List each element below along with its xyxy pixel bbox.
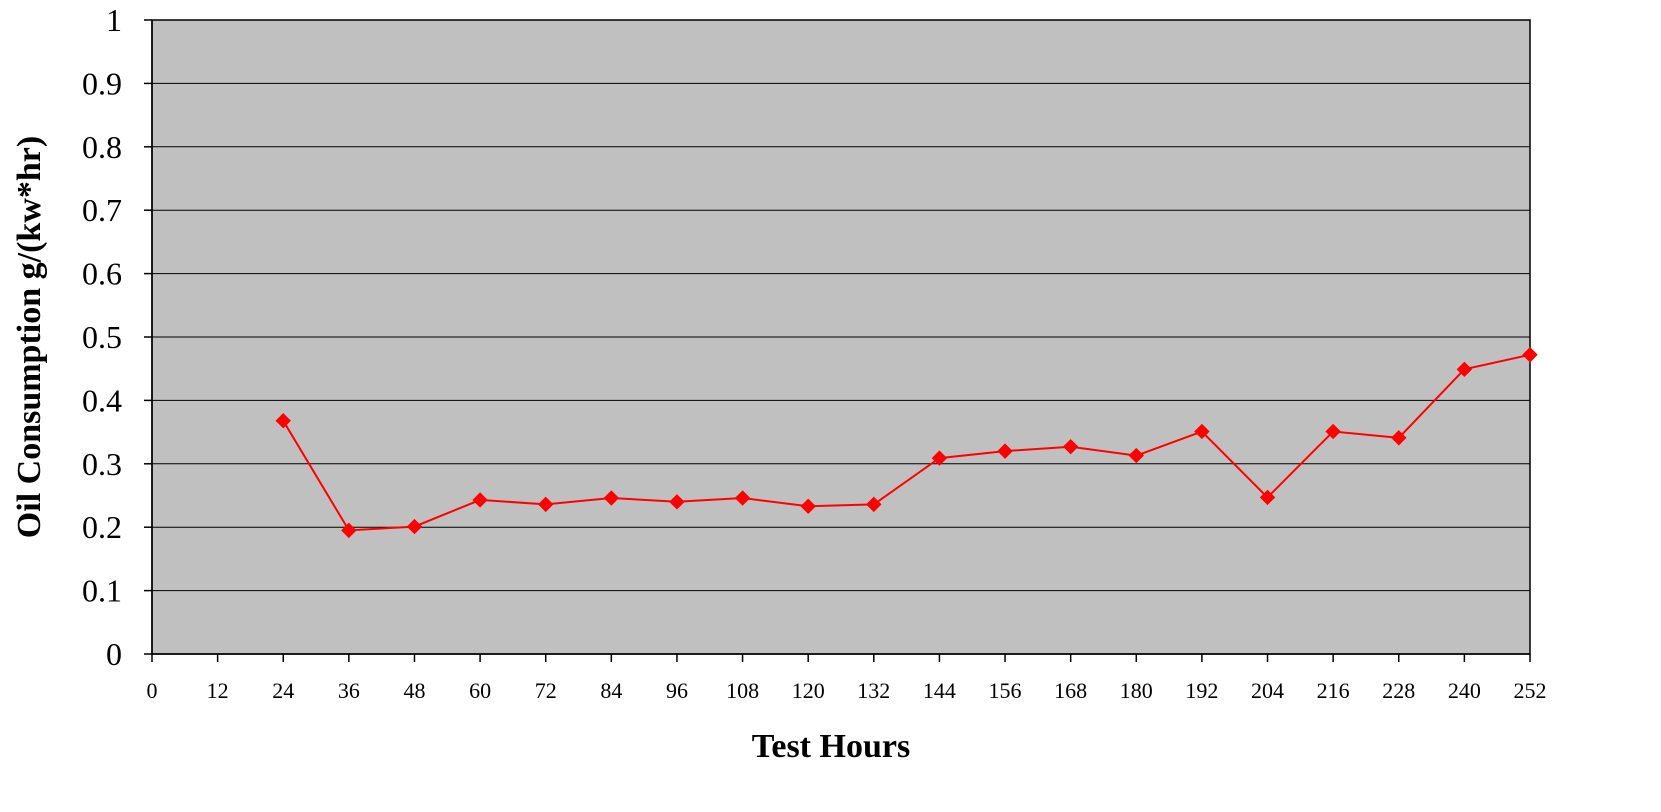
data-point-marker xyxy=(1259,489,1276,506)
x-tick-label: 204 xyxy=(1251,678,1284,703)
y-tick-label: 0 xyxy=(106,636,122,672)
data-point-marker xyxy=(275,412,291,429)
data-point-marker xyxy=(341,522,357,539)
x-tick-label: 48 xyxy=(403,678,425,703)
x-tick-label: 12 xyxy=(207,678,229,703)
data-point-marker xyxy=(734,490,751,506)
x-tick-label: 228 xyxy=(1382,678,1415,703)
x-tick-label: 108 xyxy=(726,678,759,703)
y-axis-title: Oil Consumption g/(kw*hr) xyxy=(11,136,48,538)
x-tick-label: 240 xyxy=(1448,678,1481,703)
data-point-marker xyxy=(538,496,554,513)
x-tick-label: 120 xyxy=(792,678,825,703)
data-point-marker xyxy=(1456,361,1473,378)
y-tick-label: 0.3 xyxy=(82,446,122,482)
x-tick-label: 60 xyxy=(469,678,491,703)
x-tick-label: 132 xyxy=(857,678,890,703)
data-point-marker xyxy=(406,518,423,535)
data-point-marker xyxy=(800,498,816,514)
x-tick-label: 180 xyxy=(1120,678,1153,703)
y-tick-label: 0.4 xyxy=(82,382,122,418)
gridlines xyxy=(152,82,1530,592)
data-point-marker xyxy=(1062,438,1079,455)
data-point-marker xyxy=(997,443,1013,459)
x-tick-label: 156 xyxy=(989,678,1022,703)
series-line xyxy=(282,353,1531,532)
data-point-marker xyxy=(1128,447,1144,464)
x-axis-title: Test Hours xyxy=(752,728,910,765)
x-tick-label: 144 xyxy=(923,678,956,703)
data-point-marker xyxy=(669,494,685,510)
y-tick-label: 0.5 xyxy=(82,319,122,355)
y-axis-tick-labels: 0 0.1 0.2 0.3 0.4 0.5 0.6 0.7 0.8 0.9 1 xyxy=(82,2,152,672)
x-tick-label: 252 xyxy=(1514,678,1547,703)
y-tick-label: 0.7 xyxy=(82,192,122,228)
y-tick-label: 0.8 xyxy=(82,129,122,165)
y-tick-label: 0.9 xyxy=(82,65,122,101)
x-tick-label: 216 xyxy=(1317,678,1350,703)
y-tick-label: 0.1 xyxy=(82,573,122,609)
data-point-marker xyxy=(1194,423,1210,440)
x-tick-label: 84 xyxy=(600,678,622,703)
x-axis-tick-labels: 0 12 24 36 48 60 72 84 96 108 120 132 144 156 168 180 19… xyxy=(147,654,1547,703)
x-tick-label: 192 xyxy=(1185,678,1218,703)
data-point-marker xyxy=(603,490,620,506)
data-point-marker xyxy=(1325,423,1341,440)
data-point-marker xyxy=(472,492,488,508)
x-tick-label: 36 xyxy=(338,678,360,703)
series xyxy=(275,347,1538,539)
y-tick-label: 1 xyxy=(106,2,122,38)
data-point-marker xyxy=(1391,430,1407,446)
x-tick-label: 168 xyxy=(1054,678,1087,703)
x-tick-label: 24 xyxy=(272,678,294,703)
data-point-marker xyxy=(866,496,882,513)
data-point-marker xyxy=(1522,347,1538,363)
y-tick-label: 0.6 xyxy=(82,256,122,292)
y-tick-label: 0.2 xyxy=(82,509,122,545)
x-tick-label: 0 xyxy=(147,678,158,703)
data-point-marker xyxy=(931,450,948,466)
x-tick-label: 96 xyxy=(666,678,688,703)
x-tick-label: 72 xyxy=(535,678,557,703)
